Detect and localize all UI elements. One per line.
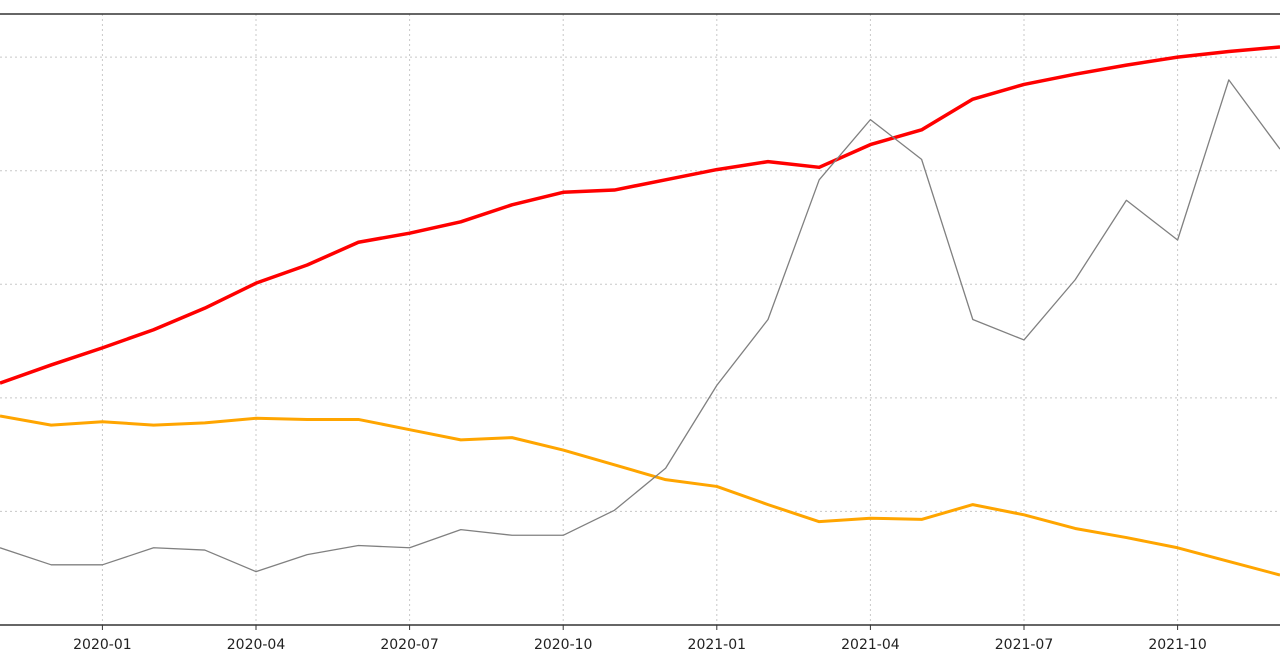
x-tick-label: 2020-10 — [534, 637, 593, 653]
x-tick-label: 2021-04 — [841, 637, 900, 653]
x-tick-label: 2020-07 — [380, 637, 439, 653]
x-tick-label: 2021-01 — [688, 637, 747, 653]
x-tick-label: 2020-04 — [227, 637, 286, 653]
data-line — [0, 414, 1280, 577]
x-tick-label: 2021-07 — [995, 637, 1054, 653]
data-line — [0, 79, 1280, 573]
x-tick-label: 2021-10 — [1148, 637, 1207, 653]
data-line — [0, 45, 1280, 385]
x-tick-label: 2020-01 — [73, 637, 132, 653]
